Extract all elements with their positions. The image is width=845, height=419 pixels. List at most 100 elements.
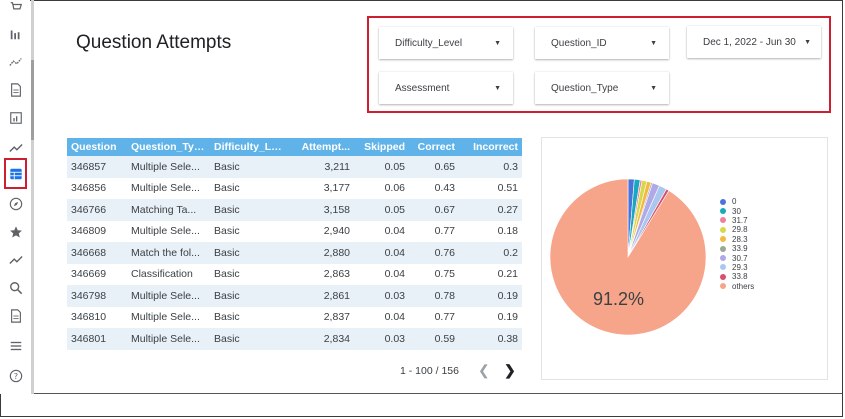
table-cell: 0.03 (354, 285, 409, 307)
table-cell: Multiple Sele... (127, 156, 210, 178)
svg-text:?: ? (14, 372, 18, 381)
table-header-row: Question Question_Type Difficulty_Le... … (67, 138, 522, 156)
legend-color-icon (720, 264, 726, 271)
page-title: Question Attempts (76, 32, 232, 53)
legend-item[interactable]: others (720, 282, 754, 291)
legend-label: 0 (732, 197, 737, 207)
legend-color-icon (720, 217, 726, 224)
pie-chart-card (541, 137, 828, 380)
legend-color-icon (720, 283, 726, 290)
legend-item[interactable]: 31.7 (720, 216, 754, 225)
pie-legend: 0 30 31.7 29.8 28.3 33.9 30.7 29.3 33.8 others (720, 197, 754, 291)
table-cell: 0.77 (434, 311, 455, 324)
legend-item[interactable]: 33.9 (720, 244, 754, 253)
table-cell: 2,940 (323, 225, 350, 238)
legend-item[interactable]: 28.3 (720, 235, 754, 244)
active-nav-highlight (4, 158, 27, 189)
timeline-icon[interactable] (8, 54, 24, 70)
table-row[interactable]: 346798 Multiple Sele... Basic 2,861 0.03 0.78… (67, 285, 522, 307)
legend-label: 28.3 (732, 234, 748, 244)
legend-color-icon (720, 226, 726, 233)
help-icon[interactable]: ? (8, 368, 24, 384)
table-cell: Multiple Sele... (127, 285, 210, 307)
difficulty-level-filter-label: Difficulty_Level (395, 37, 463, 49)
dropdown-arrow-icon: ▼ (494, 84, 501, 92)
table-cell: Multiple Sele... (127, 328, 210, 350)
table-cell: 0.04 (354, 242, 409, 264)
table-cell: Multiple Sele... (131, 182, 200, 195)
table-cell: Basic (210, 285, 288, 307)
bar-chart-icon[interactable] (8, 26, 24, 42)
legend-item[interactable]: 30 (720, 206, 754, 216)
table-row[interactable]: 346856 Multiple Sele... Basic 3,177 0.06 0.43… (67, 178, 522, 200)
table-cell: 346857 (67, 156, 127, 178)
table-row[interactable]: 346810 Multiple Sele... Basic 2,837 0.04 0.77… (67, 307, 522, 329)
question-type-filter[interactable]: Question_Type ▼ (535, 72, 669, 104)
table-cell: 0.04 (384, 268, 405, 281)
table-row[interactable]: 346766 Matching Ta... Basic 3,158 0.05 0.67 0.… (67, 199, 522, 221)
chevron-left-icon[interactable]: ❮ (478, 362, 490, 378)
trending-up-icon[interactable] (8, 140, 24, 156)
legend-color-icon (720, 255, 726, 262)
sidebar-scrollbar-thumb[interactable] (31, 60, 34, 140)
question-type-filter-label: Question_Type (551, 82, 619, 94)
question-id-filter[interactable]: Question_ID ▼ (535, 27, 669, 59)
table-cell: Basic (214, 225, 240, 238)
list-icon[interactable] (8, 338, 24, 354)
table-row[interactable]: 346857 Multiple Sele... Basic 3,211 0.05 0.65… (67, 156, 522, 178)
compass-icon[interactable] (8, 196, 24, 212)
column-header[interactable]: Difficulty_Le... (210, 138, 288, 156)
column-header[interactable]: Incorrect (459, 138, 522, 156)
table-cell: Multiple Sele... (131, 225, 200, 238)
cart-icon[interactable] (8, 0, 24, 16)
table-cell: 346798 (67, 285, 127, 307)
star-icon[interactable] (8, 224, 24, 240)
table-cell: 0.05 (354, 156, 409, 178)
table-cell: 0.59 (409, 328, 459, 350)
table-cell: 346810 (71, 311, 107, 324)
legend-item[interactable]: 33.8 (720, 272, 754, 281)
table-cell: 3,177 (323, 182, 350, 195)
table-cell: Basic (214, 182, 240, 195)
table-cell: Basic (214, 268, 240, 281)
difficulty-level-filter[interactable]: Difficulty_Level ▼ (379, 27, 513, 59)
table-cell: 346669 (71, 268, 107, 281)
table-cell: 0.21 (497, 268, 518, 281)
table-cell: Basic (210, 242, 288, 264)
legend-item[interactable]: 0 (720, 197, 754, 206)
legend-item[interactable]: 29.3 (720, 263, 754, 272)
assessment-filter[interactable]: Assessment ▼ (379, 72, 513, 104)
column-header[interactable]: Attempt... (288, 138, 354, 156)
table-cell: 0.18 (497, 225, 518, 238)
column-header[interactable]: Correct (409, 138, 459, 156)
search-icon[interactable] (8, 280, 24, 296)
table-cell: 0.38 (459, 328, 522, 350)
legend-item[interactable]: 29.8 (720, 225, 754, 234)
document-icon[interactable] (8, 308, 24, 324)
trend-icon[interactable] (8, 252, 24, 268)
table-cell: 0.2 (459, 242, 522, 264)
table-cell: 2,880 (288, 242, 354, 264)
table-cell: 0.03 (354, 328, 409, 350)
chevron-right-icon[interactable]: ❯ (504, 362, 516, 378)
table-icon[interactable] (8, 166, 24, 182)
legend-label: 30 (732, 206, 741, 216)
assessment-filter-label: Assessment (395, 82, 450, 94)
table-row[interactable]: 346801 Multiple Sele... Basic 2,834 0.03 0.59… (67, 328, 522, 350)
table-cell: 0.06 (384, 182, 405, 195)
report-icon[interactable] (8, 110, 24, 126)
sidebar-scrollbar[interactable] (31, 0, 34, 394)
column-header[interactable]: Question_Type (127, 138, 210, 156)
document-icon[interactable] (8, 82, 24, 98)
legend-color-icon (720, 245, 726, 252)
legend-item[interactable]: 30.7 (720, 253, 754, 263)
date-range-filter-label: Dec 1, 2022 - Jun 30 (703, 36, 796, 48)
date-range-filter[interactable]: Dec 1, 2022 - Jun 30 ▼ (687, 26, 821, 58)
table-row[interactable]: 346668 Match the fol... Basic 2,880 0.04 0.76… (67, 242, 522, 264)
table-row[interactable]: 346669 Classification Basic 2,863 0.04 0.75 0.… (67, 264, 522, 286)
table-cell: 2,834 (288, 328, 354, 350)
column-header[interactable]: Skipped (354, 138, 409, 156)
table-row[interactable]: 346809 Multiple Sele... Basic 2,940 0.04 0.77… (67, 221, 522, 243)
column-header[interactable]: Question (67, 138, 127, 156)
question-id-filter-label: Question_ID (551, 37, 607, 49)
